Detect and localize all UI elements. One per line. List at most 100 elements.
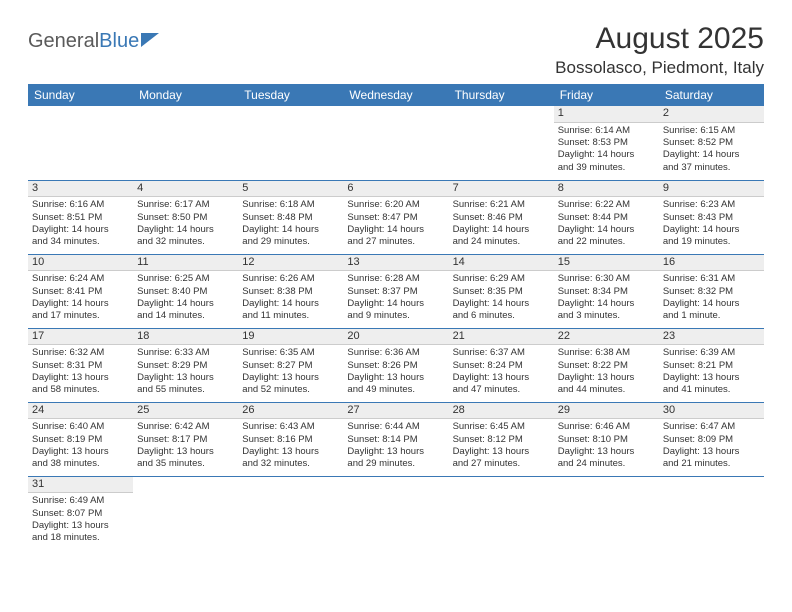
weekday-header: Tuesday — [238, 84, 343, 106]
day-info-line: Sunrise: 6:24 AM — [32, 273, 129, 285]
day-info-line: Sunrise: 6:49 AM — [32, 495, 129, 507]
day-info-line: Sunset: 8:53 PM — [558, 137, 655, 149]
day-info: Sunrise: 6:37 AMSunset: 8:24 PMDaylight:… — [453, 347, 550, 396]
day-number: 29 — [554, 403, 659, 420]
day-info-line: Sunset: 8:46 PM — [453, 212, 550, 224]
day-number: 17 — [28, 329, 133, 346]
day-info-line: and 22 minutes. — [558, 236, 655, 248]
day-info: Sunrise: 6:35 AMSunset: 8:27 PMDaylight:… — [242, 347, 339, 396]
day-info: Sunrise: 6:40 AMSunset: 8:19 PMDaylight:… — [32, 421, 129, 470]
calendar-day-cell: 27Sunrise: 6:44 AMSunset: 8:14 PMDayligh… — [343, 402, 448, 476]
day-info-line: Sunrise: 6:14 AM — [558, 125, 655, 137]
day-info-line: Daylight: 13 hours — [137, 446, 234, 458]
header: GeneralBlue August 2025 Bossolasco, Pied… — [28, 22, 764, 78]
calendar-day-cell: 28Sunrise: 6:45 AMSunset: 8:12 PMDayligh… — [449, 402, 554, 476]
day-number: 16 — [659, 255, 764, 272]
day-info-line: Sunset: 8:12 PM — [453, 434, 550, 446]
page-title: August 2025 — [555, 22, 764, 56]
day-info: Sunrise: 6:15 AMSunset: 8:52 PMDaylight:… — [663, 125, 760, 174]
calendar-day-cell: 20Sunrise: 6:36 AMSunset: 8:26 PMDayligh… — [343, 328, 448, 402]
day-info: Sunrise: 6:22 AMSunset: 8:44 PMDaylight:… — [558, 199, 655, 248]
day-info-line: Sunrise: 6:36 AM — [347, 347, 444, 359]
day-info-line: Sunset: 8:52 PM — [663, 137, 760, 149]
day-info-line: and 29 minutes. — [347, 458, 444, 470]
calendar-day-cell: 19Sunrise: 6:35 AMSunset: 8:27 PMDayligh… — [238, 328, 343, 402]
logo-part1: General — [28, 30, 99, 53]
calendar-day-cell — [449, 476, 554, 550]
calendar-day-cell: 24Sunrise: 6:40 AMSunset: 8:19 PMDayligh… — [28, 402, 133, 476]
day-info-line: Sunset: 8:48 PM — [242, 212, 339, 224]
day-info-line: Daylight: 14 hours — [558, 224, 655, 236]
day-info-line: Sunrise: 6:40 AM — [32, 421, 129, 433]
day-info: Sunrise: 6:21 AMSunset: 8:46 PMDaylight:… — [453, 199, 550, 248]
day-info: Sunrise: 6:26 AMSunset: 8:38 PMDaylight:… — [242, 273, 339, 322]
day-info-line: Sunrise: 6:37 AM — [453, 347, 550, 359]
day-info-line: Daylight: 13 hours — [32, 446, 129, 458]
day-info: Sunrise: 6:33 AMSunset: 8:29 PMDaylight:… — [137, 347, 234, 396]
calendar-day-cell: 3Sunrise: 6:16 AMSunset: 8:51 PMDaylight… — [28, 180, 133, 254]
day-info-line: and 11 minutes. — [242, 310, 339, 322]
day-info: Sunrise: 6:44 AMSunset: 8:14 PMDaylight:… — [347, 421, 444, 470]
day-info-line: Sunrise: 6:33 AM — [137, 347, 234, 359]
day-info-line: Sunrise: 6:43 AM — [242, 421, 339, 433]
calendar-day-cell: 5Sunrise: 6:18 AMSunset: 8:48 PMDaylight… — [238, 180, 343, 254]
day-info: Sunrise: 6:46 AMSunset: 8:10 PMDaylight:… — [558, 421, 655, 470]
calendar-day-cell — [659, 476, 764, 550]
day-info-line: Daylight: 14 hours — [347, 298, 444, 310]
day-info-line: Daylight: 14 hours — [663, 224, 760, 236]
day-info-line: and 52 minutes. — [242, 384, 339, 396]
day-info-line: Daylight: 14 hours — [347, 224, 444, 236]
day-info-line: Daylight: 13 hours — [242, 446, 339, 458]
calendar-day-cell: 6Sunrise: 6:20 AMSunset: 8:47 PMDaylight… — [343, 180, 448, 254]
day-info-line: and 32 minutes. — [137, 236, 234, 248]
calendar-day-cell — [449, 106, 554, 180]
calendar-table: Sunday Monday Tuesday Wednesday Thursday… — [28, 84, 764, 550]
calendar-day-cell: 9Sunrise: 6:23 AMSunset: 8:43 PMDaylight… — [659, 180, 764, 254]
day-info-line: Sunset: 8:38 PM — [242, 286, 339, 298]
day-info-line: and 1 minute. — [663, 310, 760, 322]
day-info-line: Daylight: 13 hours — [347, 446, 444, 458]
calendar-day-cell: 30Sunrise: 6:47 AMSunset: 8:09 PMDayligh… — [659, 402, 764, 476]
day-info-line: Sunset: 8:21 PM — [663, 360, 760, 372]
day-info-line: Sunset: 8:41 PM — [32, 286, 129, 298]
day-info: Sunrise: 6:20 AMSunset: 8:47 PMDaylight:… — [347, 199, 444, 248]
calendar-day-cell — [133, 106, 238, 180]
day-info-line: Daylight: 13 hours — [558, 372, 655, 384]
day-number: 1 — [554, 106, 659, 123]
day-info-line: Sunrise: 6:32 AM — [32, 347, 129, 359]
day-info-line: and 34 minutes. — [32, 236, 129, 248]
day-number: 7 — [449, 181, 554, 198]
day-number: 11 — [133, 255, 238, 272]
day-info-line: Daylight: 14 hours — [453, 224, 550, 236]
day-info-line: Sunset: 8:29 PM — [137, 360, 234, 372]
day-info: Sunrise: 6:47 AMSunset: 8:09 PMDaylight:… — [663, 421, 760, 470]
day-info-line: Sunset: 8:19 PM — [32, 434, 129, 446]
day-info-line: and 14 minutes. — [137, 310, 234, 322]
calendar-week-row: 1Sunrise: 6:14 AMSunset: 8:53 PMDaylight… — [28, 106, 764, 180]
day-info-line: and 44 minutes. — [558, 384, 655, 396]
day-info-line: Daylight: 13 hours — [453, 372, 550, 384]
day-info-line: Sunrise: 6:45 AM — [453, 421, 550, 433]
day-info-line: Sunrise: 6:26 AM — [242, 273, 339, 285]
day-info: Sunrise: 6:43 AMSunset: 8:16 PMDaylight:… — [242, 421, 339, 470]
day-number: 8 — [554, 181, 659, 198]
day-info-line: Sunset: 8:50 PM — [137, 212, 234, 224]
day-info-line: Sunrise: 6:17 AM — [137, 199, 234, 211]
calendar-day-cell: 7Sunrise: 6:21 AMSunset: 8:46 PMDaylight… — [449, 180, 554, 254]
day-info-line: Sunset: 8:37 PM — [347, 286, 444, 298]
day-info: Sunrise: 6:45 AMSunset: 8:12 PMDaylight:… — [453, 421, 550, 470]
day-info-line: and 58 minutes. — [32, 384, 129, 396]
day-number: 30 — [659, 403, 764, 420]
day-info-line: and 21 minutes. — [663, 458, 760, 470]
day-number: 26 — [238, 403, 343, 420]
day-info-line: Sunset: 8:09 PM — [663, 434, 760, 446]
calendar-day-cell: 31Sunrise: 6:49 AMSunset: 8:07 PMDayligh… — [28, 476, 133, 550]
day-info-line: Sunset: 8:32 PM — [663, 286, 760, 298]
logo: GeneralBlue — [28, 22, 161, 53]
day-info-line: and 19 minutes. — [663, 236, 760, 248]
day-info: Sunrise: 6:31 AMSunset: 8:32 PMDaylight:… — [663, 273, 760, 322]
day-number: 13 — [343, 255, 448, 272]
calendar-day-cell — [238, 476, 343, 550]
calendar-day-cell: 2Sunrise: 6:15 AMSunset: 8:52 PMDaylight… — [659, 106, 764, 180]
calendar-day-cell — [133, 476, 238, 550]
